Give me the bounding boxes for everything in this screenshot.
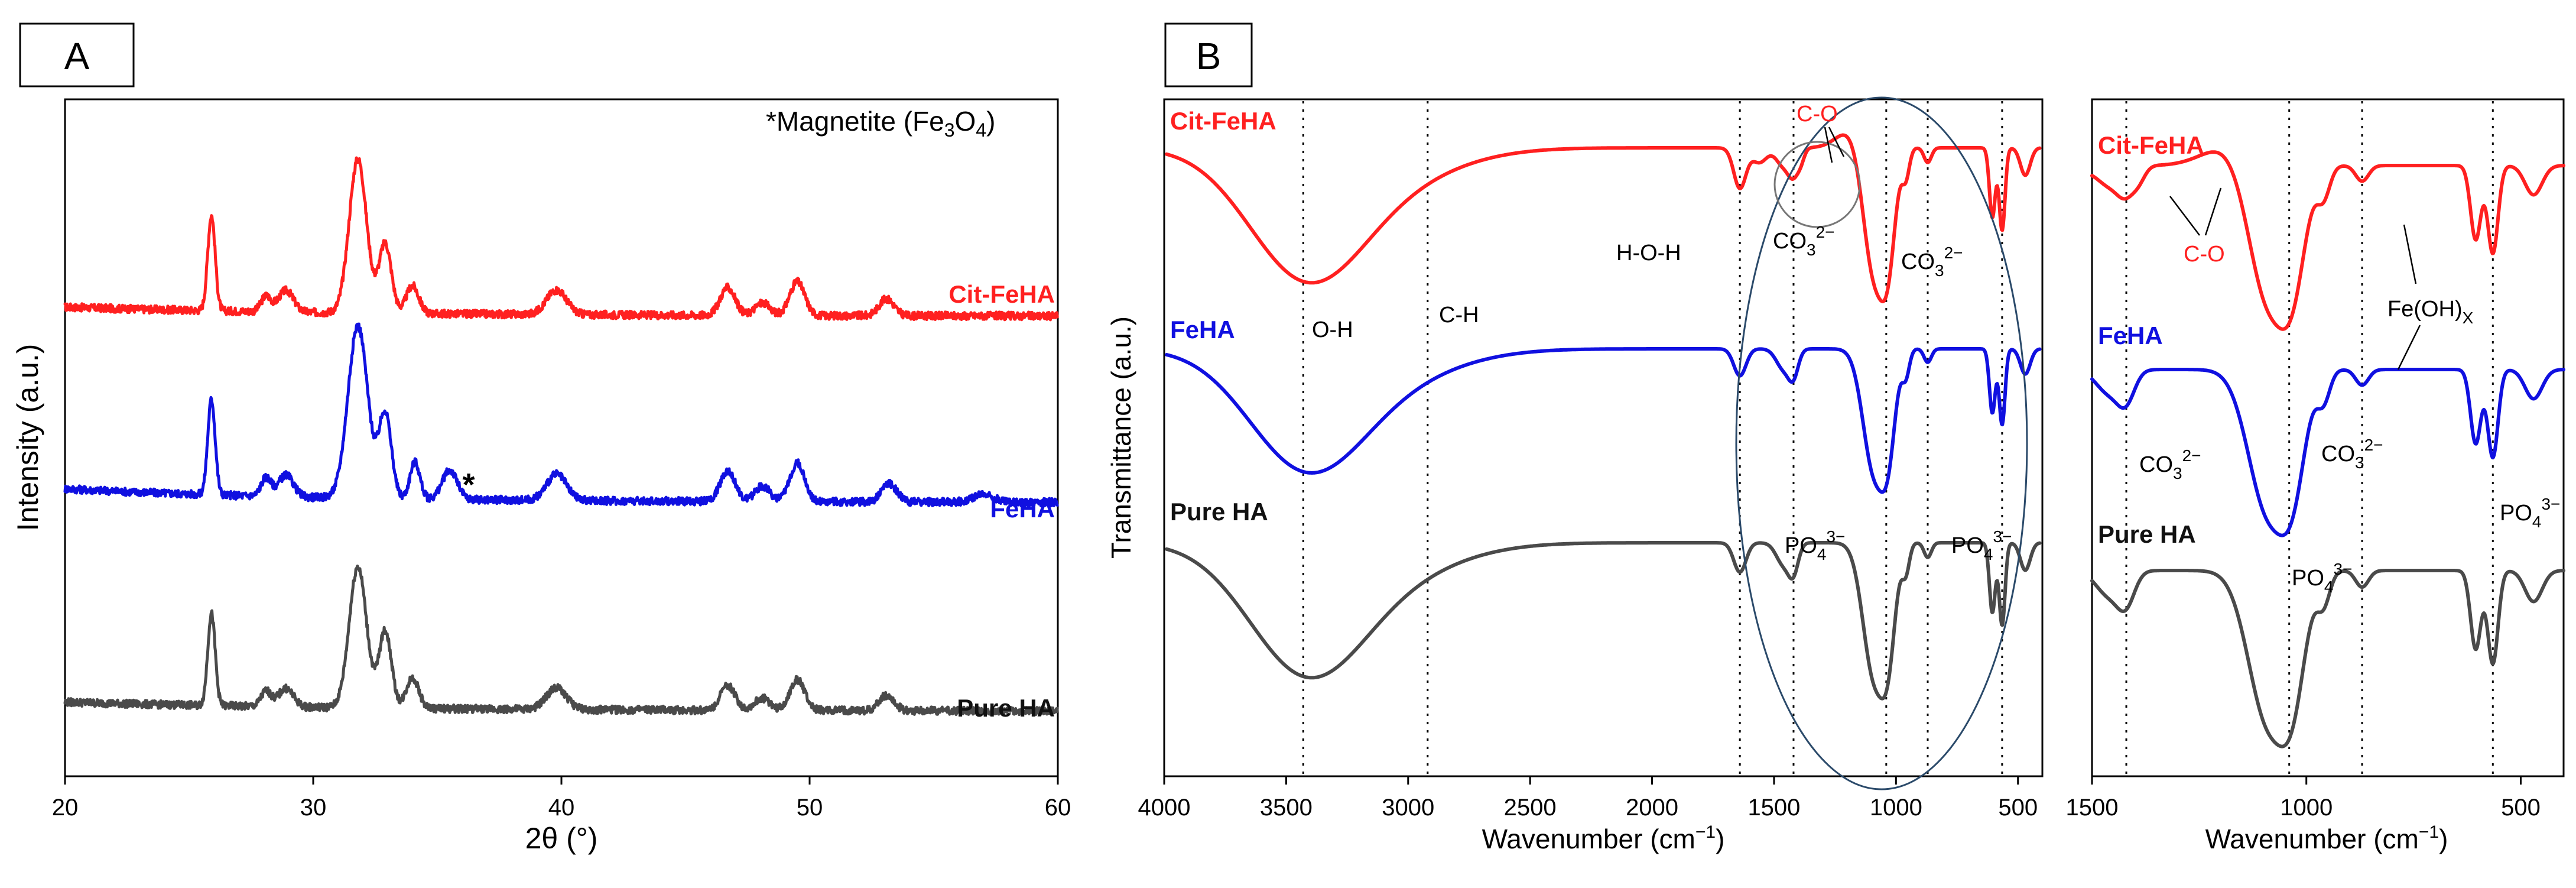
a-series-line [63,564,1059,717]
inset-c-o-arrow-b [2204,187,2222,236]
a-series-line [63,322,1059,508]
inset-band-co3-b: CO32− [2321,436,2383,472]
b-label-pure-ha: Pure HA [1170,498,1268,526]
b-x-tick-label: 3500 [1260,795,1313,821]
inset-label-cit-feha: Cit-FeHA [2098,131,2204,159]
band-h-o-h: H-O-H [1616,241,1681,265]
inset-x-tick-label: 1000 [2280,795,2333,821]
a-x-tick-label: 40 [548,795,575,821]
a-x-tick-label: 20 [52,795,79,821]
b-label-feha: FeHA [1170,316,1235,343]
b-x-tick-label: 500 [1998,795,2038,821]
inset-reference-lines [2125,101,2494,774]
c-o-circle [1773,141,1861,228]
band-c-o: C-O [1797,102,1838,127]
inset-c-o-arrow-a [2169,196,2200,236]
b-series-line [1165,347,2042,494]
b-label-cit-feha: Cit-FeHA [1170,107,1276,135]
inset-series-line [2090,150,2565,331]
b-y-axis-label: Transmittance (a.u.) [1106,316,1136,559]
a-x-tick-label: 30 [300,795,327,821]
b-x-tick-label: 1500 [1747,795,1800,821]
b-x-tick-label: 3000 [1382,795,1434,821]
b-x-tick-label: 2000 [1626,795,1678,821]
b-series-line [1165,133,2042,303]
inset-x-ticks: 1500 1000 500 [2066,776,2541,821]
a-x-tick-label: 50 [797,795,823,821]
b-x-tick-label: 1000 [1870,795,1922,821]
inset-band-po4-a: PO43− [2292,560,2352,596]
magnetite-annotation: *Magnetite (Fe3O4) [766,106,995,141]
panel-b: B 4000 3500 3000 2500 2000 1500 1000 500 Cit-Fe… [1106,22,2044,854]
highlight-ellipse [1735,96,2028,790]
panel-a-label-box [19,22,135,87]
inset-x-tick-label: 500 [2501,795,2541,821]
inset-x-tick-label: 1500 [2066,795,2119,821]
band-po4-a: PO43− [1785,527,1845,563]
inset-plot-frame [2091,98,2565,777]
a-label-pure-ha: Pure HA [957,694,1055,722]
panel-a-label: A [64,35,90,77]
a-series-line [63,156,1059,322]
panel-a-series [63,156,1059,717]
inset-label-pure-ha: Pure HA [2098,520,2196,548]
inset-series [2090,150,2565,748]
inset-feoh-arrow-a [2403,224,2417,284]
band-po4-b: PO43− [1951,527,2012,563]
panel-b-x-ticks: 4000 3500 3000 2500 2000 1500 1000 500 [1138,776,2038,821]
a-label-cit-feha: Cit-FeHA [948,280,1055,308]
inset-series-line [2090,569,2565,748]
b-x-axis-label: Wavenumber (cm−1) [1482,822,1725,854]
a-label-feha: FeHA [990,495,1055,523]
inset-x-axis-label: Wavenumber (cm−1) [2205,822,2448,854]
a-x-tick-label: 60 [1045,795,1071,821]
inset-band-feoh: Fe(OH)X [2387,297,2474,327]
c-o-arrow-b [1828,127,1845,157]
panel-b-plot-frame [1163,98,2044,777]
b-x-tick-label: 4000 [1138,795,1191,821]
band-c-h: C-H [1439,303,1479,328]
a-x-axis-label: 2θ (°) [525,822,598,855]
band-co3-a: CO32− [1773,223,1835,259]
band-co3-b: CO32− [1901,244,1963,280]
band-o-h: O-H [1312,317,1353,342]
panel-b-series [1165,133,2042,701]
inset-band-c-o: C-O [2184,242,2225,267]
b-series-line [1165,541,2042,701]
magnetite-peak-marker: * [462,467,475,503]
inset-label-feha: FeHA [2098,322,2163,349]
inset-feoh-arrow-b [2397,325,2421,370]
inset-series-line [2090,368,2565,537]
panel-b-label-box [1164,22,1253,87]
b-x-tick-label: 2500 [1504,795,1557,821]
panel-a-x-ticks: 20 30 40 50 60 [52,776,1071,821]
panel-a: A 20 30 40 50 60 *Magnetite (Fe3O4) * Cit-Fe… [11,22,1071,855]
c-o-arrow-a [1824,127,1833,163]
inset-band-co3-a: CO32− [2139,446,2201,482]
inset-band-po4-b: PO43− [2500,495,2560,531]
panel-b-inset: 1500 1000 500 Cit-FeHA FeHA Pure HA C-O Fe… [2066,98,2565,854]
panel-b-label: B [1196,35,1222,77]
a-y-axis-label: Intensity (a.u.) [11,344,44,531]
